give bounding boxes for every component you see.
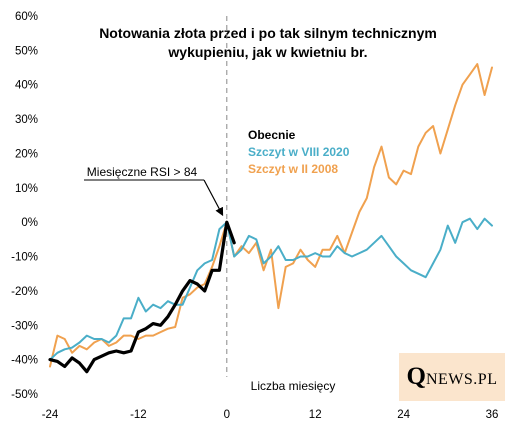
series-group bbox=[48, 63, 493, 374]
y-tick-label: 30% bbox=[15, 114, 38, 126]
legend: Obecnie Szczyt w VIII 2020 Szczyt w II 200… bbox=[248, 128, 350, 176]
series-line-2 bbox=[49, 63, 493, 368]
logo-rest: NEWS.PL bbox=[425, 371, 498, 388]
legend-entry: Szczyt w II 2008 bbox=[248, 162, 338, 176]
annotation-label: Miesięczne RSI > 84 bbox=[87, 165, 198, 179]
chart-title-line-2: wykupieniu, jak w kwietniu br. bbox=[167, 44, 367, 60]
y-tick-label: -10% bbox=[11, 252, 38, 264]
chart-title: Notowania złota przed i po tak silnym te… bbox=[99, 25, 437, 60]
annotation: Miesięczne RSI > 84 bbox=[84, 165, 224, 217]
x-tick-label: 12 bbox=[309, 409, 322, 421]
y-tick-label: 60% bbox=[15, 11, 38, 23]
x-axis: -24 -12 0 12 24 36 bbox=[42, 409, 499, 421]
x-axis-label: Liczba miesięcy bbox=[251, 379, 336, 393]
series-line-0 bbox=[48, 220, 236, 374]
qnews-logo: QNEWS.PL bbox=[399, 353, 505, 401]
y-tick-label: 50% bbox=[15, 45, 38, 57]
y-tick-label: 0% bbox=[21, 217, 38, 229]
chart-title-line-1: Notowania złota przed i po tak silnym te… bbox=[99, 25, 437, 41]
y-axis: -50% -40% -30% -20% -10% 0% 10% 20% 30% 40% 50% 60% bbox=[11, 11, 38, 401]
y-tick-label: 20% bbox=[15, 148, 38, 160]
x-tick-label: 36 bbox=[486, 409, 499, 421]
x-tick-label: 0 bbox=[224, 409, 230, 421]
x-tick-label: 24 bbox=[397, 409, 410, 421]
y-tick-label: -40% bbox=[11, 355, 38, 367]
y-tick-label: 10% bbox=[15, 183, 38, 195]
y-tick-label: -30% bbox=[11, 320, 38, 332]
x-tick-label: -12 bbox=[130, 409, 147, 421]
y-tick-label: -20% bbox=[11, 286, 38, 298]
logo-q: Q bbox=[406, 363, 426, 390]
series-line-1 bbox=[49, 217, 493, 361]
y-tick-label: 40% bbox=[15, 80, 38, 92]
legend-entry: Szczyt w VIII 2020 bbox=[248, 145, 350, 159]
y-tick-label: -50% bbox=[11, 389, 38, 401]
legend-entry: Obecnie bbox=[248, 128, 296, 142]
x-tick-label: -24 bbox=[42, 409, 59, 421]
annotation-arrow bbox=[203, 179, 224, 217]
